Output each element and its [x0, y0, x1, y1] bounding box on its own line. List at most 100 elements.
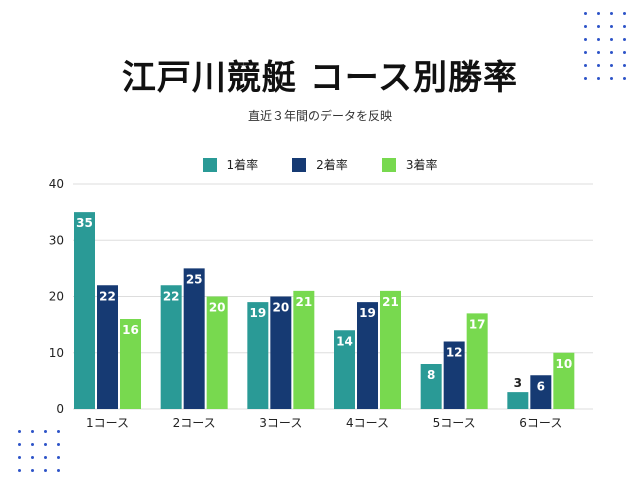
- bar: [334, 330, 355, 409]
- bar: [293, 290, 315, 409]
- data-label: 10: [555, 357, 572, 371]
- decorative-dot: [610, 64, 613, 67]
- decorative-dot: [597, 12, 600, 15]
- data-label: 22: [99, 289, 116, 303]
- decorative-dot: [57, 430, 60, 433]
- decorative-dot: [623, 25, 626, 28]
- decorative-dot: [623, 64, 626, 67]
- decorative-dot: [31, 430, 34, 433]
- data-label: 19: [359, 306, 376, 320]
- bar: [160, 285, 182, 409]
- decorative-dot: [610, 77, 613, 80]
- decorative-dot: [610, 12, 613, 15]
- data-label: 21: [382, 295, 399, 309]
- decorative-dot: [57, 469, 60, 472]
- decorative-dot: [584, 38, 587, 41]
- y-tick-label: 10: [49, 346, 64, 360]
- data-label: 8: [427, 368, 435, 382]
- x-tick-label: 1コース: [86, 416, 129, 430]
- decorative-dot: [597, 51, 600, 54]
- bar: [183, 268, 205, 409]
- chart-subtitle: 直近３年間のデータを反映: [247, 109, 392, 123]
- decorative-dot: [44, 456, 47, 459]
- decorative-dot: [31, 469, 34, 472]
- bar: [466, 313, 488, 409]
- decorative-dot: [57, 456, 60, 459]
- decorative-dot: [584, 12, 587, 15]
- data-label: 6: [537, 379, 545, 393]
- bar: [530, 375, 552, 409]
- data-label: 22: [163, 289, 180, 303]
- bar: [357, 302, 378, 409]
- x-tick-label: 6コース: [519, 416, 562, 430]
- data-label: 12: [446, 346, 463, 360]
- y-tick-label: 0: [56, 402, 64, 416]
- y-tick-label: 20: [49, 290, 64, 304]
- decorative-dot: [31, 456, 34, 459]
- chart-title: 江戸川競艇 コース別勝率: [121, 58, 519, 98]
- decorative-dot: [18, 469, 21, 472]
- bar: [247, 302, 269, 409]
- bar: [74, 212, 95, 409]
- x-tick-label: 5コース: [433, 416, 476, 430]
- decorative-dot: [610, 51, 613, 54]
- bar: [380, 290, 401, 409]
- data-label: 35: [76, 216, 93, 230]
- decorative-dot: [623, 38, 626, 41]
- decorative-dot: [623, 51, 626, 54]
- x-tick-label: 4コース: [346, 416, 389, 430]
- data-label: 14: [336, 334, 353, 348]
- legend-label-3: 3着率: [405, 158, 438, 172]
- decorative-dot: [623, 77, 626, 80]
- decorative-dot: [584, 25, 587, 28]
- data-label: 17: [469, 317, 486, 331]
- data-label: 3: [514, 376, 522, 390]
- x-tick-label: 3コース: [259, 416, 302, 430]
- x-tick-label: 2コース: [173, 416, 216, 430]
- decorative-dot: [597, 64, 600, 67]
- decorative-dot: [31, 443, 34, 446]
- decorative-dot: [584, 51, 587, 54]
- decorative-dot: [623, 12, 626, 15]
- y-tick-label: 40: [49, 177, 64, 191]
- legend-item-3: 3着率: [381, 156, 438, 173]
- decorative-dot: [597, 25, 600, 28]
- legend-swatch-3: [381, 157, 396, 172]
- decorative-dot: [44, 430, 47, 433]
- decorative-dot: [18, 430, 21, 433]
- data-label: 25: [186, 272, 203, 286]
- decorative-dot: [18, 456, 21, 459]
- decorative-dot: [610, 38, 613, 41]
- data-label: 20: [272, 301, 289, 315]
- decorative-dot: [584, 77, 587, 80]
- decorative-dot: [584, 64, 587, 67]
- decorative-dot: [44, 443, 47, 446]
- data-label: 20: [209, 301, 226, 315]
- decorative-dot: [597, 38, 600, 41]
- legend-label-2: 2着率: [316, 158, 348, 172]
- legend-item-1: 1着率: [202, 156, 259, 173]
- decorative-dot: [18, 443, 21, 446]
- legend: 1着率 2着率 3着率: [0, 156, 640, 173]
- bar: [270, 296, 292, 409]
- data-label: 19: [249, 306, 266, 320]
- bar: [97, 285, 118, 409]
- decorative-dot: [57, 443, 60, 446]
- legend-swatch-2: [292, 157, 307, 172]
- bar: [420, 364, 442, 409]
- bar: [507, 392, 529, 409]
- legend-item-2: 2着率: [292, 156, 348, 173]
- decorative-dot: [597, 77, 600, 80]
- bar: [553, 352, 575, 409]
- bar: [443, 341, 465, 409]
- legend-swatch-1: [202, 157, 217, 172]
- data-label: 21: [295, 295, 312, 309]
- decorative-dot: [44, 469, 47, 472]
- y-tick-label: 30: [49, 233, 64, 247]
- data-label: 16: [122, 323, 139, 337]
- bar: [120, 319, 141, 409]
- decorative-dot: [610, 25, 613, 28]
- bar: [206, 296, 228, 409]
- legend-label-1: 1着率: [226, 158, 259, 172]
